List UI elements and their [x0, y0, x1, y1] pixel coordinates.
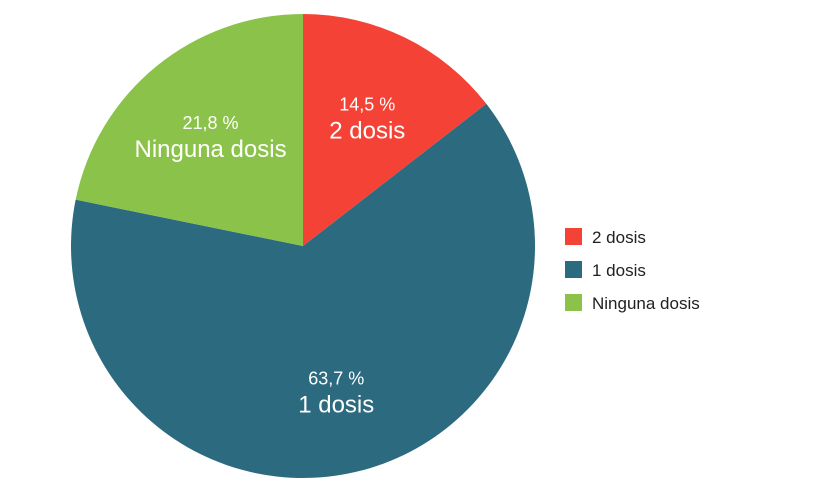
legend-item-ninguna-dosis: Ninguna dosis: [565, 294, 700, 313]
slice-name-label-ninguna-dosis: Ninguna dosis: [134, 136, 286, 163]
slice-name-label-1-dosis: 1 dosis: [298, 391, 374, 418]
slice-name-label-2-dosis: 2 dosis: [329, 118, 405, 145]
legend-label-ninguna-dosis: Ninguna dosis: [592, 294, 700, 313]
pie-slice-1-dosis: [71, 103, 536, 479]
pie-slice-labels: 14,5 % 2 dosis 63,7 % 1 dosis 21,8 % Ninguna …: [134, 95, 405, 419]
legend-item-1-dosis: 1 dosis: [565, 261, 646, 280]
legend-swatch-ninguna-dosis: [565, 294, 582, 311]
slice-percent-label-1-dosis: 63,7 %: [308, 368, 364, 388]
legend-label-2-dosis: 2 dosis: [592, 228, 646, 247]
slice-percent-label-ninguna-dosis: 21,8 %: [183, 113, 239, 133]
legend-swatch-1-dosis: [565, 261, 582, 278]
legend-swatch-2-dosis: [565, 228, 582, 245]
legend-label-1-dosis: 1 dosis: [592, 261, 646, 280]
legend: 2 dosis 1 dosis Ninguna dosis: [565, 228, 700, 313]
legend-item-2-dosis: 2 dosis: [565, 228, 646, 247]
pie-slices: [71, 14, 536, 479]
slice-percent-label-2-dosis: 14,5 %: [339, 95, 395, 115]
pie-slice-ninguna-dosis: [75, 14, 303, 246]
pie-slice-2-dosis: [303, 14, 487, 246]
